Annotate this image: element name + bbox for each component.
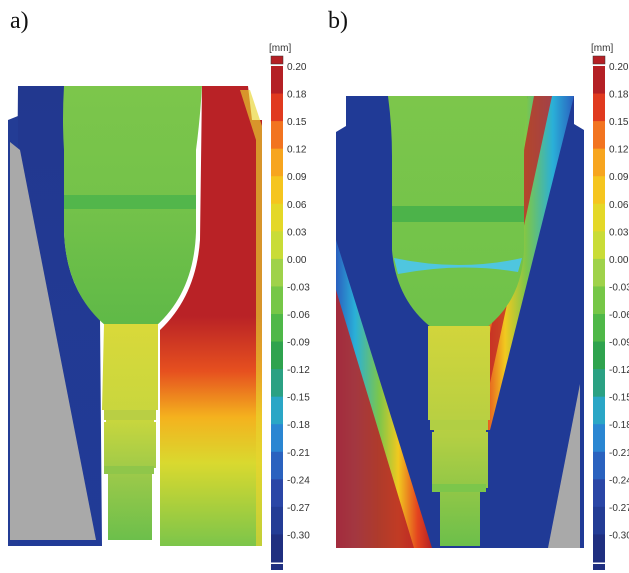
colorbar-a-tick-label: -0.21 — [287, 448, 310, 459]
colorbar-a-swatch — [271, 479, 283, 508]
colorbar-b-tick-label: -0.12 — [609, 365, 629, 376]
colorbar-b-swatch — [593, 424, 605, 453]
panel-a-stem — [102, 324, 158, 540]
colorbar-a-top-cap — [270, 55, 284, 65]
colorbar-b-swatch — [593, 369, 605, 398]
colorbar-a-tick-label: 0.18 — [287, 90, 307, 101]
colorbar-a-swatch — [271, 66, 283, 95]
colorbar-a: [mm] 0.20 0.18 0.15 0.12 0.09 0.06 0.03 0.00 -0.0… — [269, 43, 310, 570]
colorbar-a-swatch — [271, 369, 283, 398]
colorbar-b-swatch — [593, 93, 605, 122]
colorbar-b-swatch — [593, 506, 605, 535]
colorbar-b-tick-label: -0.27 — [609, 503, 629, 514]
colorbar-a-swatch — [271, 451, 283, 480]
colorbar-b-tick-label: 0.20 — [609, 62, 629, 73]
colorbar-b-swatch — [593, 286, 605, 315]
colorbar-b-swatch — [593, 451, 605, 480]
colorbar-a-tick-label: -0.09 — [287, 338, 310, 349]
colorbar-b-unit-label: [mm] — [591, 43, 613, 54]
colorbar-b-tick-label: 0.12 — [609, 145, 629, 156]
colorbar-a-swatch — [271, 286, 283, 315]
colorbar-b-swatch — [593, 341, 605, 370]
colorbar-a-swatch — [271, 341, 283, 370]
colorbar-a-unit-label: [mm] — [269, 43, 291, 54]
colorbar-b-tick-label: -0.24 — [609, 475, 629, 486]
colorbar-b-tick-label: 0.15 — [609, 117, 629, 128]
colorbar-a-swatch — [271, 231, 283, 260]
panel-b-image — [336, 96, 584, 548]
colorbar-a-tick-label: 0.09 — [287, 172, 307, 183]
colorbar-a-tick-label: 0.03 — [287, 227, 307, 238]
colorbar-a-swatch — [271, 396, 283, 425]
colorbar-b-tick-label: 0.00 — [609, 255, 629, 266]
colorbar-a-tick-label: -0.12 — [287, 365, 310, 376]
colorbar-a-swatch — [271, 203, 283, 232]
colorbar-a-tick-label: 0.15 — [287, 117, 307, 128]
colorbar-b-tick-label: 0.03 — [609, 227, 629, 238]
colorbar-b-tick-label: -0.09 — [609, 338, 629, 349]
panel-a-image — [8, 86, 262, 546]
colorbar-b-swatch — [593, 396, 605, 425]
colorbar-b-top-cap — [592, 55, 606, 65]
colorbar-b: [mm] 0.20 0.18 0.15 0.12 0.09 0.06 0.03 0.00 -0.0… — [591, 43, 629, 570]
colorbar-b-swatch — [593, 534, 605, 563]
colorbar-a-swatch — [271, 534, 283, 563]
colorbar-a-bottom-cap — [271, 564, 283, 570]
colorbar-b-swatch — [593, 479, 605, 508]
colorbar-b-swatch — [593, 314, 605, 343]
colorbar-b-tick-label: -0.03 — [609, 282, 629, 293]
colorbar-a-tick-label: -0.30 — [287, 530, 310, 541]
panel-label-b: b) — [328, 8, 348, 34]
colorbar-b-tick-label: 0.18 — [609, 90, 629, 101]
colorbar-a-tick-label: 0.20 — [287, 62, 307, 73]
colorbar-a-tick-label: 0.06 — [287, 200, 307, 211]
colorbar-a-swatch — [271, 314, 283, 343]
colorbar-a-tick-label: -0.06 — [287, 310, 310, 321]
colorbar-a-swatch — [271, 148, 283, 177]
panel-a-right-mold — [160, 86, 262, 546]
colorbar-a-tick-label: -0.03 — [287, 282, 310, 293]
colorbar-b-swatch — [593, 148, 605, 177]
colorbar-b-tick-label: 0.06 — [609, 200, 629, 211]
colorbar-a-tick-label: -0.18 — [287, 420, 310, 431]
colorbar-a-tick-label: 0.00 — [287, 255, 307, 266]
colorbar-b-tick-label: -0.06 — [609, 310, 629, 321]
colorbar-b-swatch — [593, 176, 605, 205]
colorbar-a-swatch — [271, 424, 283, 453]
panel-b-grey-region — [548, 384, 580, 548]
colorbar-b-tick-label: -0.21 — [609, 448, 629, 459]
colorbar-a-swatch — [271, 176, 283, 205]
colorbar-b-swatch — [593, 121, 605, 150]
colorbar-a-swatch — [271, 258, 283, 287]
colorbar-a-swatch — [271, 93, 283, 122]
colorbar-b-tick-label: -0.18 — [609, 420, 629, 431]
panel-a-grey-region — [10, 142, 96, 540]
colorbar-a-tick-label: -0.15 — [287, 393, 310, 404]
colorbar-b-tick-label: 0.09 — [609, 172, 629, 183]
colorbar-a-tick-label: -0.27 — [287, 503, 310, 514]
colorbar-b-tick-label: -0.15 — [609, 393, 629, 404]
colorbar-a-tick-label: -0.24 — [287, 475, 310, 486]
colorbar-b-swatch — [593, 258, 605, 287]
colorbar-b-bottom-cap — [593, 564, 605, 570]
colorbar-a-swatch — [271, 121, 283, 150]
panel-label-a: a) — [10, 8, 29, 34]
colorbar-a-swatch — [271, 506, 283, 535]
colorbar-b-tick-label: -0.30 — [609, 530, 629, 541]
colorbar-b-swatch — [593, 231, 605, 260]
colorbar-a-tick-label: 0.12 — [287, 145, 307, 156]
colorbar-b-swatch — [593, 66, 605, 95]
colorbar-b-swatch — [593, 203, 605, 232]
